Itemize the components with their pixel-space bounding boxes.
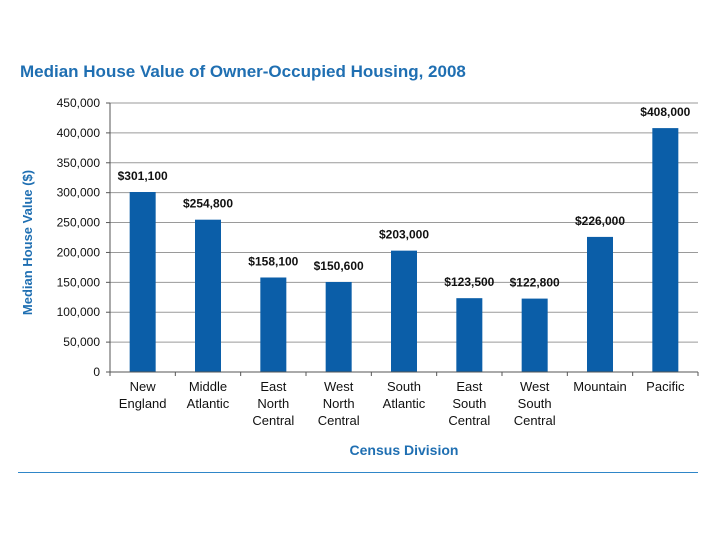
y-tick-label: 150,000 [57,275,101,289]
y-tick-label: 0 [93,365,100,379]
y-tick-label: 50,000 [63,335,100,349]
data-label: $301,100 [118,169,168,183]
bar [456,298,483,372]
divider-line [18,472,698,473]
bar [652,128,679,372]
bar [391,250,417,372]
bars [129,128,679,372]
x-axis-title: Census Division [350,442,459,458]
y-tick-label: 300,000 [57,186,101,200]
x-tick-label: East North Central [252,379,294,428]
bar [260,277,287,372]
x-tick-label: South Atlantic [383,379,426,411]
y-tick-label: 450,000 [57,96,101,110]
bar [325,281,352,372]
bar [129,192,156,372]
x-tick-label: West South Central [514,379,556,428]
x-tick-label: West North Central [318,379,360,428]
data-label: $123,500 [444,275,494,289]
data-label: $408,000 [640,105,690,119]
bar [521,298,548,372]
x-tick-label: East South Central [448,379,490,428]
y-axis-ticks: 0 50,000 100,000 150,000 200,000 250,000 300,0… [57,96,110,379]
bar [195,219,221,372]
data-label: $158,100 [248,254,298,268]
data-label: $150,600 [314,259,364,273]
y-tick-label: 250,000 [57,216,101,230]
y-tick-label: 350,000 [57,156,101,170]
data-label: $226,000 [575,214,625,228]
y-tick-label: 200,000 [57,245,101,259]
data-labels: $301,100 $254,800 $158,100 $150,600 $203,000… [118,105,691,289]
data-label: $122,800 [510,276,560,290]
x-tick-label: Middle Atlantic [187,379,230,411]
data-label: $254,800 [183,197,233,211]
x-axis-ticks: New England Middle Atlantic East North Central… [109,372,699,428]
x-tick-label: Pacific [646,379,685,394]
data-label: $203,000 [379,228,429,242]
x-tick-label: New England [119,379,167,411]
x-tick-label: Mountain [573,379,626,394]
y-axis-title: Median House Value ($) [20,170,35,315]
y-tick-label: 100,000 [57,305,101,319]
y-tick-label: 400,000 [57,126,101,140]
chart-title: Median House Value of Owner-Occupied Hou… [20,62,466,81]
bar [587,236,613,372]
